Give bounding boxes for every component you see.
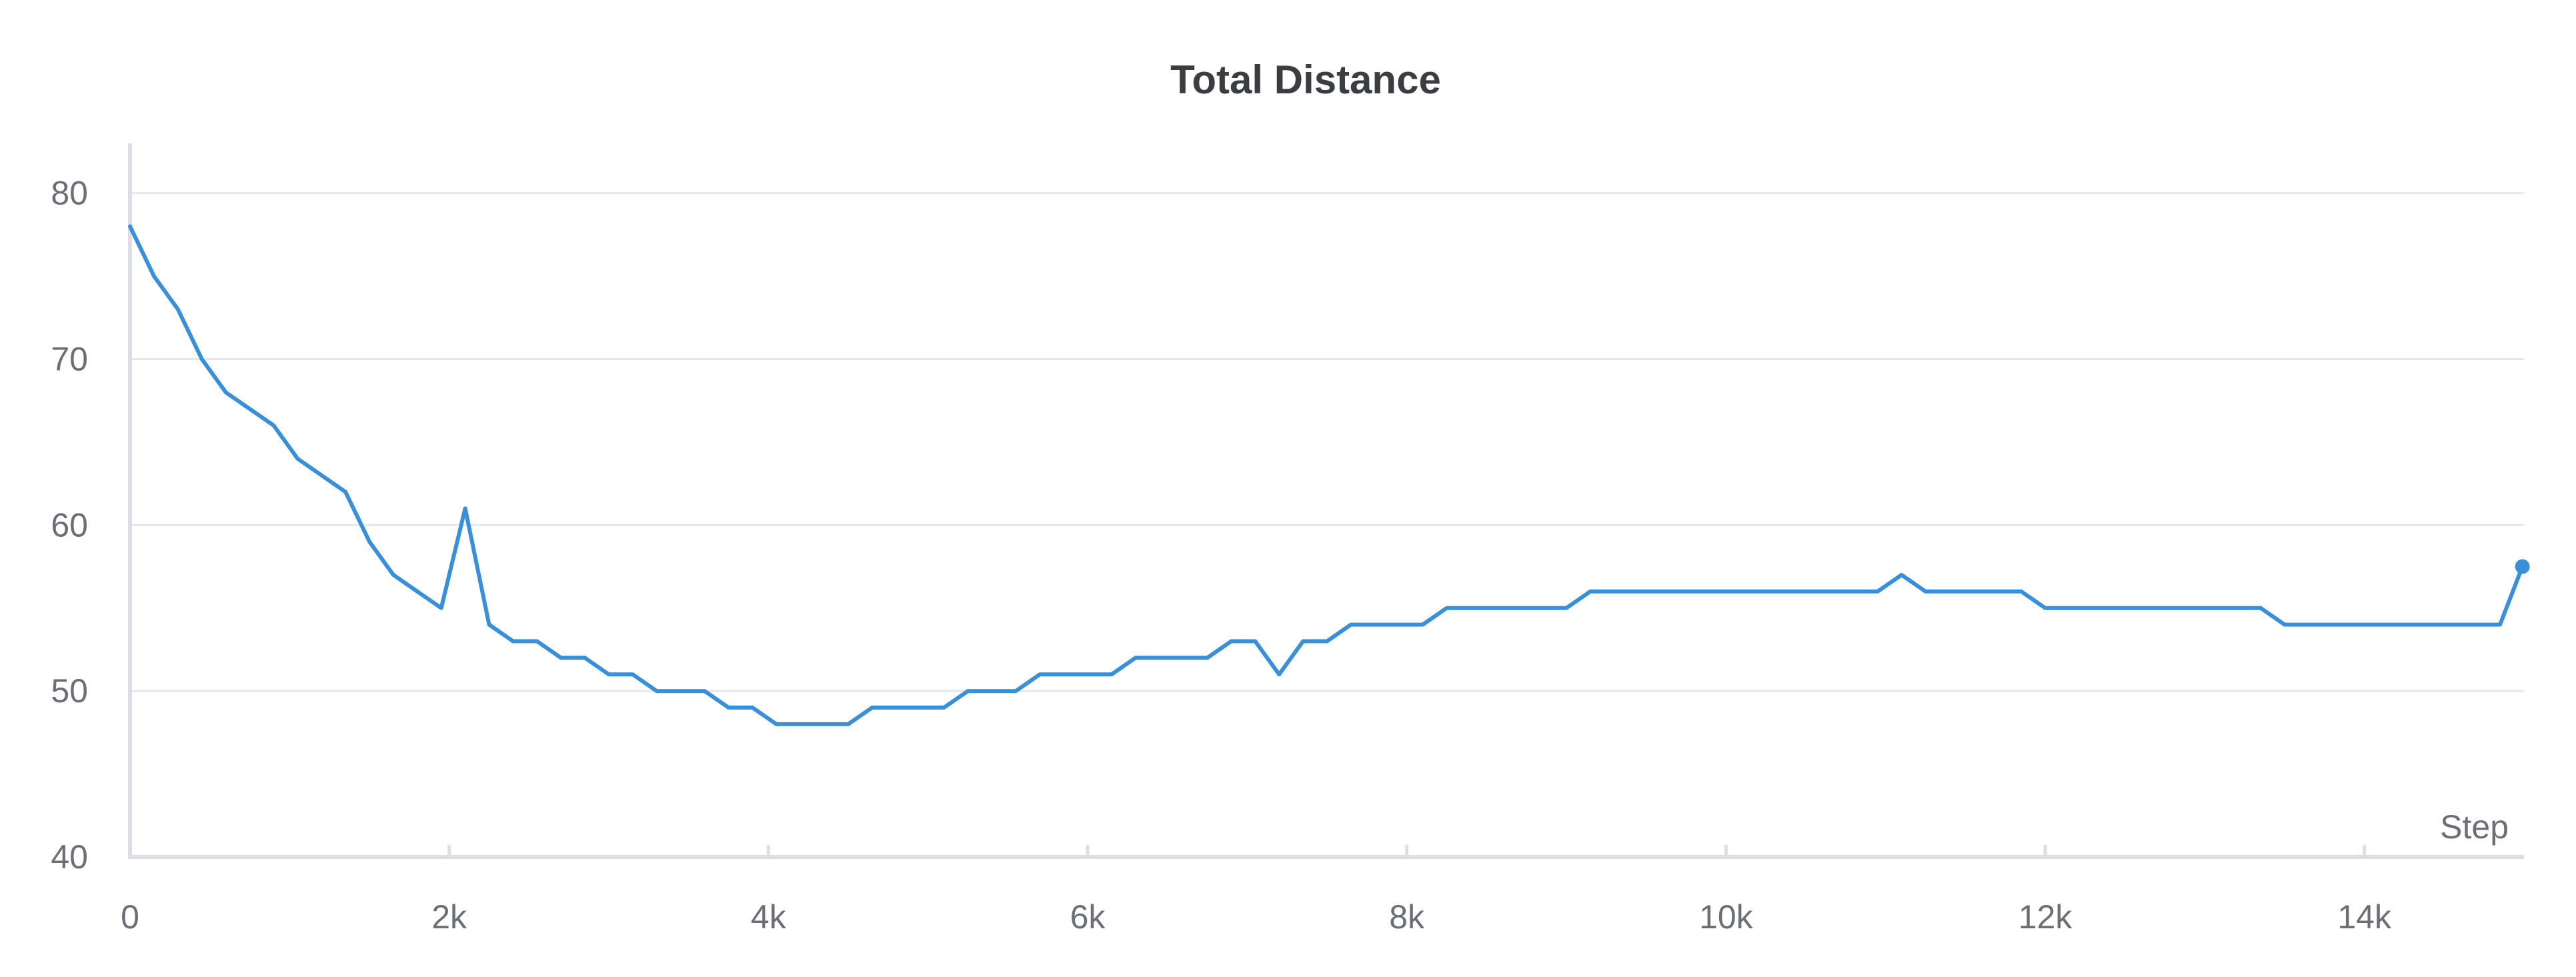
y-axis-ticks: 40 50 60 70 80 xyxy=(51,175,88,876)
series-layer xyxy=(128,224,2530,726)
grid-lines xyxy=(130,192,2524,692)
chart-title: Total Distance xyxy=(1170,57,1441,102)
axes xyxy=(128,143,2524,859)
x-tick-label: 6k xyxy=(1070,898,1106,936)
x-tick-label: 12k xyxy=(2019,898,2073,936)
y-tick-label: 40 xyxy=(51,838,88,876)
y-tick-label: 60 xyxy=(51,506,88,544)
series-end-point xyxy=(2515,559,2530,574)
y-tick-label: 50 xyxy=(51,672,88,710)
x-axis-ticks: 0 2k 4k 6k 8k 10k 12k 14k xyxy=(121,845,2392,936)
x-tick-label: 2k xyxy=(431,898,467,936)
x-tick-label: 8k xyxy=(1389,898,1425,936)
x-tick-label: 14k xyxy=(2337,898,2392,936)
series-line xyxy=(128,224,2525,726)
x-axis-label: Step xyxy=(2440,808,2509,846)
x-tick-label: 10k xyxy=(1699,898,1754,936)
y-tick-label: 70 xyxy=(51,340,88,377)
y-tick-label: 80 xyxy=(51,175,88,212)
x-tick-label: 4k xyxy=(751,898,787,936)
x-tick-label: 0 xyxy=(121,898,139,936)
